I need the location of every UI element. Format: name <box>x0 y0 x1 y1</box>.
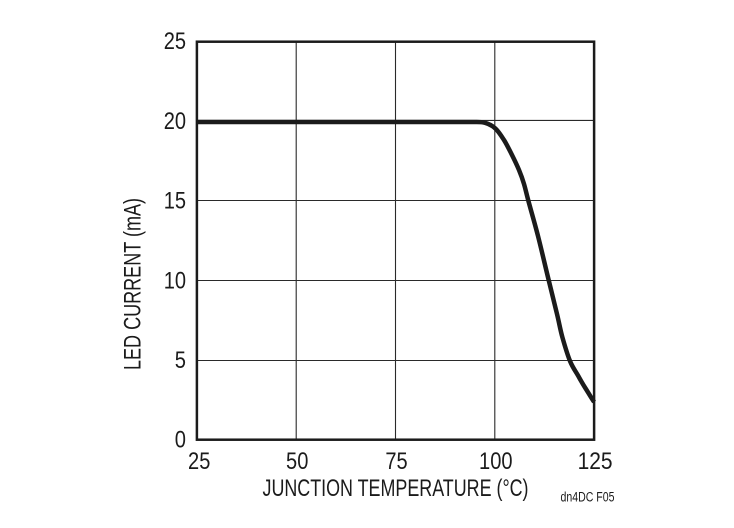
svg-text:JUNCTION TEMPERATURE (°C): JUNCTION TEMPERATURE (°C) <box>263 475 529 502</box>
svg-text:dn4DC F05: dn4DC F05 <box>561 489 615 504</box>
svg-text:125: 125 <box>578 448 613 475</box>
svg-text:75: 75 <box>385 448 407 475</box>
svg-text:25: 25 <box>164 28 186 55</box>
svg-text:100: 100 <box>479 448 513 475</box>
svg-text:LED CURRENT (mA): LED CURRENT (mA) <box>120 198 147 370</box>
svg-text:25: 25 <box>188 448 210 475</box>
svg-text:5: 5 <box>175 347 186 374</box>
svg-text:10: 10 <box>164 267 186 294</box>
svg-text:15: 15 <box>164 188 186 215</box>
svg-text:50: 50 <box>286 448 308 475</box>
svg-text:0: 0 <box>175 427 186 454</box>
svg-text:20: 20 <box>164 108 186 135</box>
